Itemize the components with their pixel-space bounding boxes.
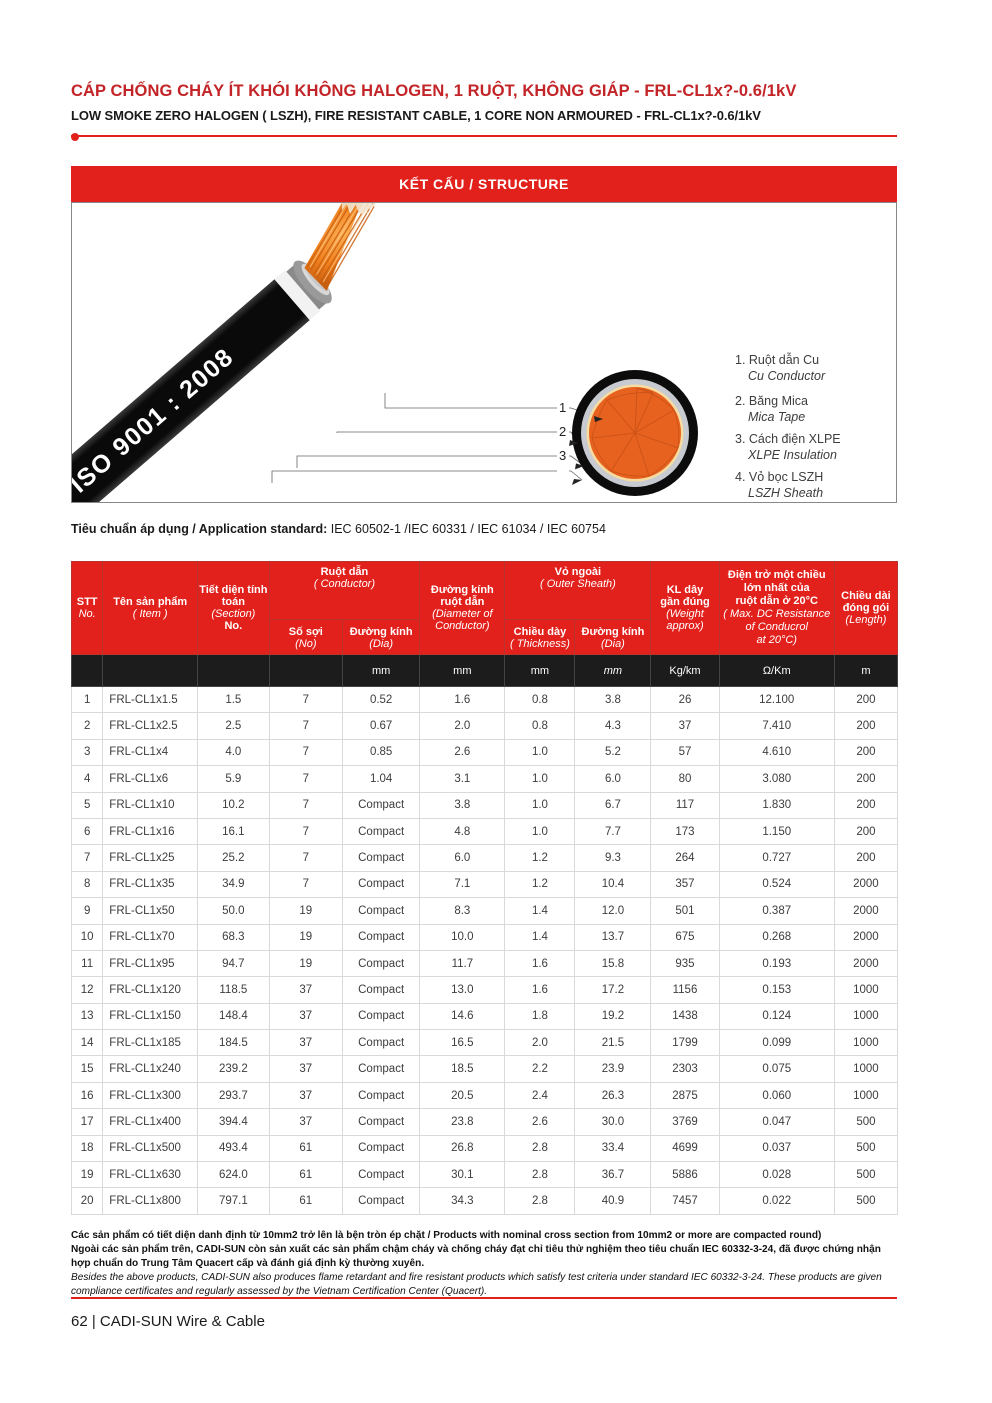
svg-text:ISO 9001 : 2008: ISO 9001 : 2008 — [72, 343, 239, 499]
svg-text:1: 1 — [559, 400, 566, 415]
svg-text:3: 3 — [559, 448, 566, 463]
svg-text:2: 2 — [559, 424, 566, 439]
